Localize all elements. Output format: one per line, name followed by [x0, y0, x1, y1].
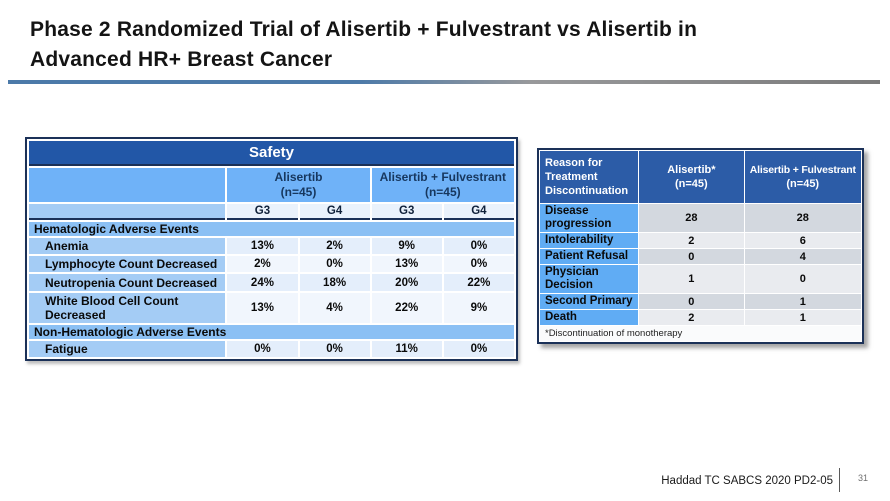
footnote-row: *Discontinuation of monotherapy — [540, 326, 861, 341]
count-cell: 2 — [639, 310, 744, 325]
column-label: Alisertib + Fulvestrant — [749, 164, 856, 176]
grade-header: G3 — [227, 204, 298, 220]
column-sub-label: (n=45) — [786, 178, 820, 190]
table-row: Fatigue 0% 0% 11% 0% — [29, 341, 514, 357]
page-number: 31 — [857, 473, 868, 483]
grade-empty-cell — [29, 204, 226, 220]
table-row: Patient Refusal 0 4 — [540, 249, 861, 264]
safety-value-cell: 9% — [371, 238, 442, 254]
table-row: Disease progression 28 28 — [540, 204, 861, 232]
table-row: Intolerability 2 6 — [540, 233, 861, 248]
safety-value-cell: 22% — [443, 274, 514, 291]
safety-title-row: Safety — [29, 141, 514, 166]
adverse-event-label: Fatigue — [29, 341, 226, 357]
citation-text: Haddad TC SABCS 2020 PD2-05 — [661, 475, 833, 487]
section-label: Non-Hematologic Adverse Events — [29, 325, 514, 339]
count-cell: 0 — [744, 265, 861, 293]
safety-value-cell: 24% — [227, 274, 298, 291]
table-row: Anemia 13% 2% 9% 0% — [29, 238, 514, 254]
table-row: Second Primary 0 1 — [540, 294, 861, 309]
count-cell: 2 — [639, 233, 744, 248]
reason-label: Second Primary — [540, 294, 639, 309]
reason-label: Intolerability — [540, 233, 639, 248]
safety-value-cell: 11% — [371, 341, 442, 357]
safety-value-cell: 2% — [299, 238, 370, 254]
title-line-2: Advanced HR+ Breast Cancer — [30, 48, 333, 71]
count-cell: 0 — [639, 249, 744, 264]
group-label: Alisertib + Fulvestrant — [379, 170, 506, 184]
discontinuation-table: Reason for Treatment Discontinuation Ali… — [537, 148, 864, 344]
safety-value-cell: 0% — [299, 256, 370, 272]
safety-value-cell: 2% — [227, 256, 298, 272]
section-label: Hematologic Adverse Events — [29, 222, 514, 236]
adverse-event-label: Lymphocyte Count Decreased — [29, 256, 226, 272]
adverse-event-label: Neutropenia Count Decreased — [29, 274, 226, 291]
column-header-alisertib-fulvestrant: Alisertib + Fulvestrant (n=45) — [744, 151, 861, 203]
safety-value-cell: 18% — [299, 274, 370, 291]
discontinuation-header-row: Reason for Treatment Discontinuation Ali… — [540, 151, 861, 203]
reason-label: Patient Refusal — [540, 249, 639, 264]
grade-header: G4 — [299, 204, 370, 220]
safety-value-cell: 0% — [443, 238, 514, 254]
count-cell: 1 — [639, 265, 744, 293]
grade-header: G3 — [371, 204, 442, 220]
safety-value-cell: 13% — [371, 256, 442, 272]
section-header-row: Hematologic Adverse Events — [29, 222, 514, 236]
safety-group-header-row: Alisertib (n=45) Alisertib + Fulvestrant… — [29, 168, 514, 202]
column-sub-label: (n=45) — [675, 178, 708, 190]
adverse-event-label: Anemia — [29, 238, 226, 254]
safety-value-cell: 0% — [227, 341, 298, 357]
table-row: Physician Decision 1 0 — [540, 265, 861, 293]
adverse-event-label: White Blood Cell Count Decreased — [29, 293, 226, 323]
safety-value-cell: 13% — [227, 238, 298, 254]
table-row: White Blood Cell Count Decreased 13% 4% … — [29, 293, 514, 323]
table-footnote: *Discontinuation of monotherapy — [540, 326, 861, 341]
reason-label: Death — [540, 310, 639, 325]
count-cell: 1 — [744, 294, 861, 309]
safety-value-cell: 0% — [443, 341, 514, 357]
count-cell: 4 — [744, 249, 861, 264]
safety-value-cell: 9% — [443, 293, 514, 323]
grade-header: G4 — [443, 204, 514, 220]
column-header-alisertib: Alisertib* (n=45) — [639, 151, 744, 203]
count-cell: 28 — [639, 204, 744, 232]
table-row: Lymphocyte Count Decreased 2% 0% 13% 0% — [29, 256, 514, 272]
column-label: Alisertib* — [667, 164, 716, 176]
table-row: Neutropenia Count Decreased 24% 18% 20% … — [29, 274, 514, 291]
count-cell: 0 — [639, 294, 744, 309]
safety-grade-header-row: G3 G4 G3 G4 — [29, 204, 514, 220]
title-divider-rule — [8, 80, 880, 84]
table-row: Death 2 1 — [540, 310, 861, 325]
safety-value-cell: 0% — [443, 256, 514, 272]
count-cell: 1 — [744, 310, 861, 325]
safety-table-title: Safety — [29, 141, 514, 166]
safety-value-cell: 22% — [371, 293, 442, 323]
reason-label: Disease progression — [540, 204, 639, 232]
group-label: Alisertib — [274, 170, 323, 184]
page-number-divider — [839, 468, 840, 492]
reason-label: Physician Decision — [540, 265, 639, 293]
group-sub-label: (n=45) — [424, 185, 461, 199]
safety-value-cell: 13% — [227, 293, 298, 323]
count-cell: 6 — [744, 233, 861, 248]
slide-title: Phase 2 Randomized Trial of Alisertib + … — [30, 15, 875, 75]
group-sub-label: (n=45) — [280, 185, 317, 199]
safety-value-cell: 20% — [371, 274, 442, 291]
reason-header-cell: Reason for Treatment Discontinuation — [540, 151, 639, 203]
safety-group-alisertib: Alisertib (n=45) — [227, 168, 370, 202]
safety-empty-header-cell — [29, 168, 226, 202]
count-cell: 28 — [744, 204, 861, 232]
section-header-row: Non-Hematologic Adverse Events — [29, 325, 514, 339]
title-line-1: Phase 2 Randomized Trial of Alisertib + … — [30, 18, 698, 41]
safety-value-cell: 0% — [299, 341, 370, 357]
safety-group-alisertib-fulvestrant: Alisertib + Fulvestrant (n=45) — [371, 168, 514, 202]
safety-value-cell: 4% — [299, 293, 370, 323]
safety-table: Safety Alisertib (n=45) Alisertib + Fulv… — [25, 137, 518, 361]
